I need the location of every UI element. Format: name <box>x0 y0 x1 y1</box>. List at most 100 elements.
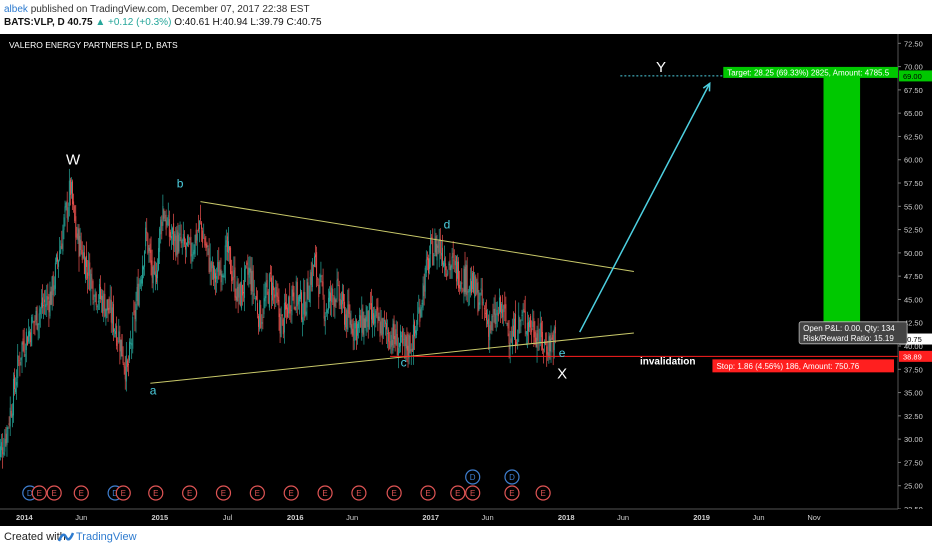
candle-body <box>280 317 282 338</box>
candle-body <box>52 274 54 296</box>
candle-body <box>551 337 553 340</box>
candle-body <box>371 303 372 320</box>
candle-body <box>90 273 92 292</box>
dividend-icon-letter: D <box>27 489 33 498</box>
candle-body <box>426 257 428 261</box>
price-tick-label: 27.50 <box>904 458 923 467</box>
candle-body <box>102 295 104 314</box>
author-link[interactable]: albek <box>4 4 28 15</box>
price-tick-label: 55.00 <box>904 202 923 211</box>
candle-body <box>495 313 497 325</box>
candle-body <box>34 320 36 322</box>
earnings-icon-circle <box>283 485 299 501</box>
candle-body <box>148 247 150 252</box>
target-label: Target: 28.25 (69.33%) 2825, Amount: 478… <box>727 68 889 77</box>
candle-body <box>96 305 98 308</box>
candle-body <box>360 315 362 328</box>
candle-body <box>340 300 342 310</box>
candle-body <box>240 281 242 309</box>
candle-body <box>277 296 279 302</box>
earnings-icon-circle <box>465 485 481 501</box>
tradingview-brand[interactable]: TradingView <box>76 531 137 543</box>
target-label-bg <box>723 66 898 78</box>
candle-body <box>332 288 334 296</box>
candle-body <box>263 298 265 315</box>
candle-body <box>87 272 89 279</box>
candle-body <box>41 297 43 308</box>
candle-body <box>500 296 501 312</box>
candle-body <box>246 262 248 265</box>
candle-body <box>219 270 221 275</box>
candle-body <box>117 340 119 342</box>
candle-body <box>431 236 433 238</box>
projection-arrowhead <box>702 81 711 92</box>
candle-body <box>516 342 518 345</box>
candle-body <box>491 315 493 330</box>
candle-body <box>458 261 460 288</box>
price-tick-label: 52.50 <box>904 226 923 235</box>
price-tick-label: 35.00 <box>904 389 923 398</box>
candle-body <box>61 243 63 249</box>
price-axis[interactable]: 72.50 70.00 67.50 65.00 62.50 60.00 57.50 55.00… <box>897 34 932 526</box>
candle-body <box>393 320 395 339</box>
candle-body <box>287 307 289 318</box>
candle-body <box>44 299 46 303</box>
symbol-name[interactable]: BATS:VLP, D <box>4 17 65 28</box>
candle-body <box>139 279 141 287</box>
candle-body <box>307 282 309 299</box>
candle-body <box>36 306 38 330</box>
candle-body <box>95 293 97 306</box>
candle-body <box>449 260 451 271</box>
candle-body <box>167 214 169 226</box>
candle-body <box>293 292 295 304</box>
candle-body <box>94 289 96 297</box>
candle-body <box>212 265 214 280</box>
projection-arrow <box>579 83 711 333</box>
earnings-icon-letter: E <box>509 489 514 498</box>
candle-body <box>258 316 260 327</box>
candle-body <box>130 342 132 344</box>
time-axis[interactable]: 2014 Jun 2015 Jul 2016 Jun 2017 Jun 2018 Jun 2019 J… <box>0 508 932 526</box>
candle-body <box>514 318 515 339</box>
candle-body <box>391 339 393 346</box>
candle-body <box>361 308 363 333</box>
candle-body <box>206 243 208 248</box>
candle-body <box>3 452 5 455</box>
time-tick-label: 2017 <box>422 513 439 522</box>
candle-body <box>210 262 212 272</box>
candle-body <box>450 266 452 271</box>
candle-body <box>406 333 408 351</box>
time-tick-label: Jun <box>482 513 494 522</box>
candle-body <box>352 328 354 336</box>
candle-body <box>228 241 229 253</box>
earnings-icon-letter: E <box>322 489 327 498</box>
candle-body <box>145 227 147 247</box>
candle-body <box>65 202 67 208</box>
candle-body <box>403 338 405 340</box>
candle-body <box>169 232 171 238</box>
candle-body <box>48 300 50 313</box>
candle-body <box>226 236 228 253</box>
candle-body <box>146 231 148 234</box>
price-chart[interactable]: VALERO ENERGY PARTNERS LP, D, BATS 72.50… <box>0 34 932 526</box>
candle-body <box>386 323 387 330</box>
candle-body <box>269 272 271 275</box>
candle-body <box>478 302 480 311</box>
open-pnl-label: Open P&L: 0.00, Qty: 134 <box>803 324 895 333</box>
price-change: ▲ +0.12 (+0.3%) <box>95 17 172 28</box>
candle-body <box>29 330 30 337</box>
candle-body <box>7 427 9 429</box>
candle-body <box>417 314 419 325</box>
price-tick-label: 47.50 <box>904 272 923 281</box>
candle-body <box>467 290 469 293</box>
candle-body <box>35 310 37 320</box>
candle-body <box>278 299 280 318</box>
candle-body <box>38 313 40 325</box>
candle-body <box>523 309 525 312</box>
candle-body <box>134 309 136 320</box>
candle-body <box>402 330 404 344</box>
candle-body <box>494 308 496 325</box>
price-tick-label: 57.50 <box>904 179 923 188</box>
candle-body <box>335 300 337 302</box>
candle-body <box>205 243 207 249</box>
